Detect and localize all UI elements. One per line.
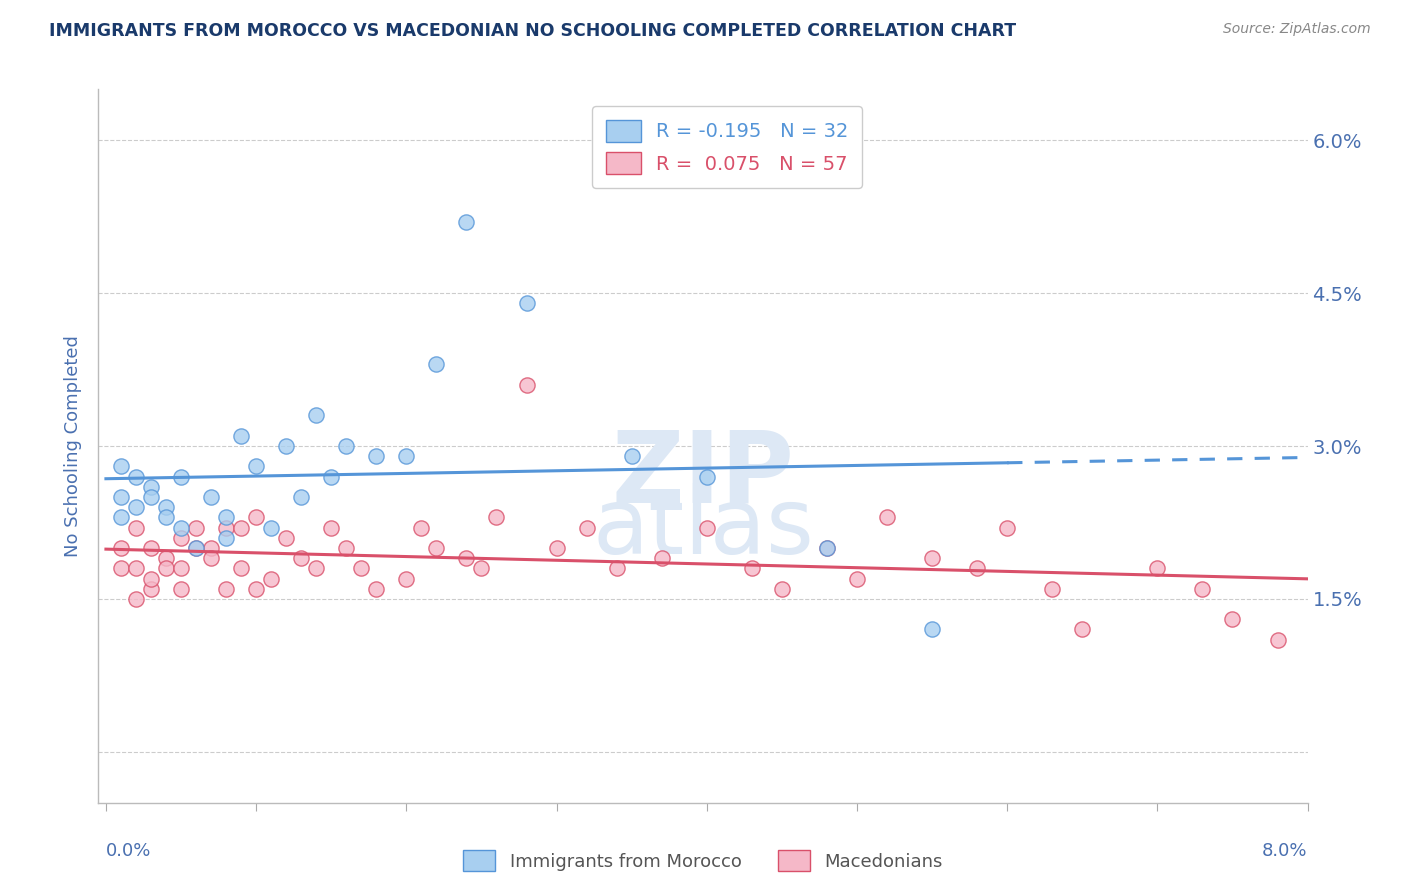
Point — [276, 531, 298, 545]
Point — [546, 541, 568, 555]
Point — [155, 510, 177, 524]
Point — [260, 572, 283, 586]
Legend: R = -0.195   N = 32, R =  0.075   N = 57: R = -0.195 N = 32, R = 0.075 N = 57 — [592, 106, 862, 188]
Text: atlas: atlas — [592, 483, 814, 573]
Point — [215, 510, 238, 524]
Point — [321, 469, 343, 483]
Point — [815, 541, 838, 555]
Point — [456, 551, 478, 566]
Point — [139, 490, 162, 504]
Legend: Immigrants from Morocco, Macedonians: Immigrants from Morocco, Macedonians — [456, 843, 950, 879]
Point — [245, 459, 267, 474]
Point — [366, 449, 388, 463]
Point — [125, 561, 148, 575]
Point — [995, 520, 1018, 534]
Point — [184, 541, 207, 555]
Point — [921, 623, 943, 637]
Point — [110, 490, 132, 504]
Point — [155, 551, 177, 566]
Point — [335, 541, 357, 555]
Point — [321, 520, 343, 534]
Point — [155, 500, 177, 515]
Point — [350, 561, 373, 575]
Text: Source: ZipAtlas.com: Source: ZipAtlas.com — [1223, 22, 1371, 37]
Text: 8.0%: 8.0% — [1263, 842, 1308, 860]
Point — [200, 490, 222, 504]
Point — [876, 510, 898, 524]
Point — [485, 510, 508, 524]
Point — [125, 591, 148, 606]
Point — [110, 510, 132, 524]
Point — [651, 551, 673, 566]
Text: ZIP: ZIP — [612, 426, 794, 523]
Point — [229, 561, 252, 575]
Point — [260, 520, 283, 534]
Point — [366, 582, 388, 596]
Point — [170, 582, 193, 596]
Point — [456, 215, 478, 229]
Point — [1191, 582, 1213, 596]
Y-axis label: No Schooling Completed: No Schooling Completed — [65, 335, 83, 557]
Point — [245, 510, 267, 524]
Point — [815, 541, 838, 555]
Point — [139, 572, 162, 586]
Point — [696, 520, 718, 534]
Point — [1222, 612, 1244, 626]
Point — [125, 500, 148, 515]
Point — [200, 541, 222, 555]
Point — [290, 551, 312, 566]
Point — [515, 296, 537, 310]
Text: 0.0%: 0.0% — [105, 842, 152, 860]
Point — [1267, 632, 1289, 647]
Point — [110, 541, 132, 555]
Point — [741, 561, 763, 575]
Point — [276, 439, 298, 453]
Point — [170, 469, 193, 483]
Point — [184, 520, 207, 534]
Point — [575, 520, 598, 534]
Point — [395, 449, 418, 463]
Point — [470, 561, 492, 575]
Point — [215, 582, 238, 596]
Point — [696, 469, 718, 483]
Point — [215, 520, 238, 534]
Point — [170, 531, 193, 545]
Point — [1071, 623, 1094, 637]
Point — [425, 541, 447, 555]
Point — [110, 459, 132, 474]
Text: IMMIGRANTS FROM MOROCCO VS MACEDONIAN NO SCHOOLING COMPLETED CORRELATION CHART: IMMIGRANTS FROM MOROCCO VS MACEDONIAN NO… — [49, 22, 1017, 40]
Point — [335, 439, 357, 453]
Point — [966, 561, 988, 575]
Point — [305, 561, 328, 575]
Point — [229, 520, 252, 534]
Point — [125, 520, 148, 534]
Point — [425, 358, 447, 372]
Point — [290, 490, 312, 504]
Point — [1040, 582, 1063, 596]
Point — [184, 541, 207, 555]
Point — [606, 561, 628, 575]
Point — [229, 429, 252, 443]
Point — [1146, 561, 1168, 575]
Point — [110, 561, 132, 575]
Point — [770, 582, 793, 596]
Point — [139, 480, 162, 494]
Point — [125, 469, 148, 483]
Point — [305, 409, 328, 423]
Point — [245, 582, 267, 596]
Point — [200, 551, 222, 566]
Point — [620, 449, 643, 463]
Point — [170, 561, 193, 575]
Point — [215, 531, 238, 545]
Point — [921, 551, 943, 566]
Point — [411, 520, 433, 534]
Point — [846, 572, 869, 586]
Point — [395, 572, 418, 586]
Point — [139, 582, 162, 596]
Point — [139, 541, 162, 555]
Point — [515, 377, 537, 392]
Point — [155, 561, 177, 575]
Point — [170, 520, 193, 534]
